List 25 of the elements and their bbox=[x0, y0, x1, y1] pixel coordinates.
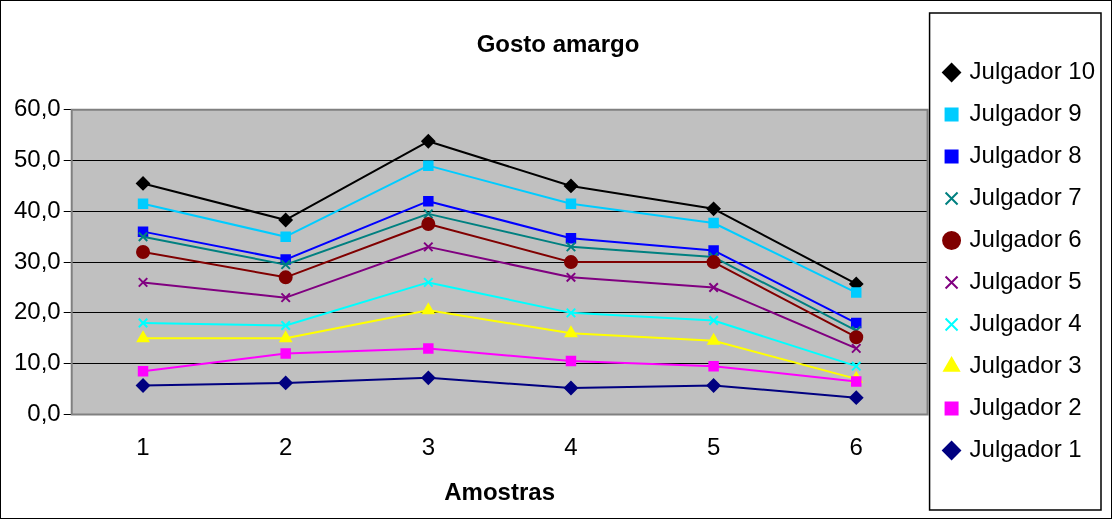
y-tick-label: 30,0 bbox=[13, 246, 61, 274]
legend-label: Julgador 8 bbox=[969, 141, 1082, 169]
y-tick-label: 20,0 bbox=[13, 297, 61, 325]
legend-label: Julgador 7 bbox=[969, 183, 1082, 211]
legend-label: Julgador 3 bbox=[969, 351, 1082, 379]
x-tick-label: 3 bbox=[421, 433, 435, 461]
chart-title: Gosto amargo bbox=[476, 30, 640, 58]
x-tick-label: 6 bbox=[849, 433, 863, 461]
x-tick-label: 4 bbox=[564, 433, 578, 461]
legend-label: Julgador 4 bbox=[969, 309, 1082, 337]
legend-label: Julgador 1 bbox=[969, 435, 1082, 463]
y-tick-label: 0,0 bbox=[27, 399, 61, 427]
y-tick-label: 10,0 bbox=[13, 348, 61, 376]
x-tick-label: 5 bbox=[706, 433, 721, 461]
x-tick-label: 2 bbox=[279, 433, 293, 461]
y-tick-label: 60,0 bbox=[13, 94, 61, 122]
y-tick-label: 40,0 bbox=[13, 195, 61, 223]
legend-label: Julgador 6 bbox=[969, 225, 1082, 253]
y-tick-label: 50,0 bbox=[13, 145, 61, 173]
x-axis-title: Amostras bbox=[444, 478, 555, 506]
legend-label: Julgador 10 bbox=[969, 57, 1096, 85]
x-tick-label: 1 bbox=[136, 433, 150, 461]
legend-label: Julgador 9 bbox=[969, 99, 1082, 127]
legend-label: Julgador 2 bbox=[969, 393, 1082, 421]
legend-label: Julgador 5 bbox=[969, 267, 1082, 295]
